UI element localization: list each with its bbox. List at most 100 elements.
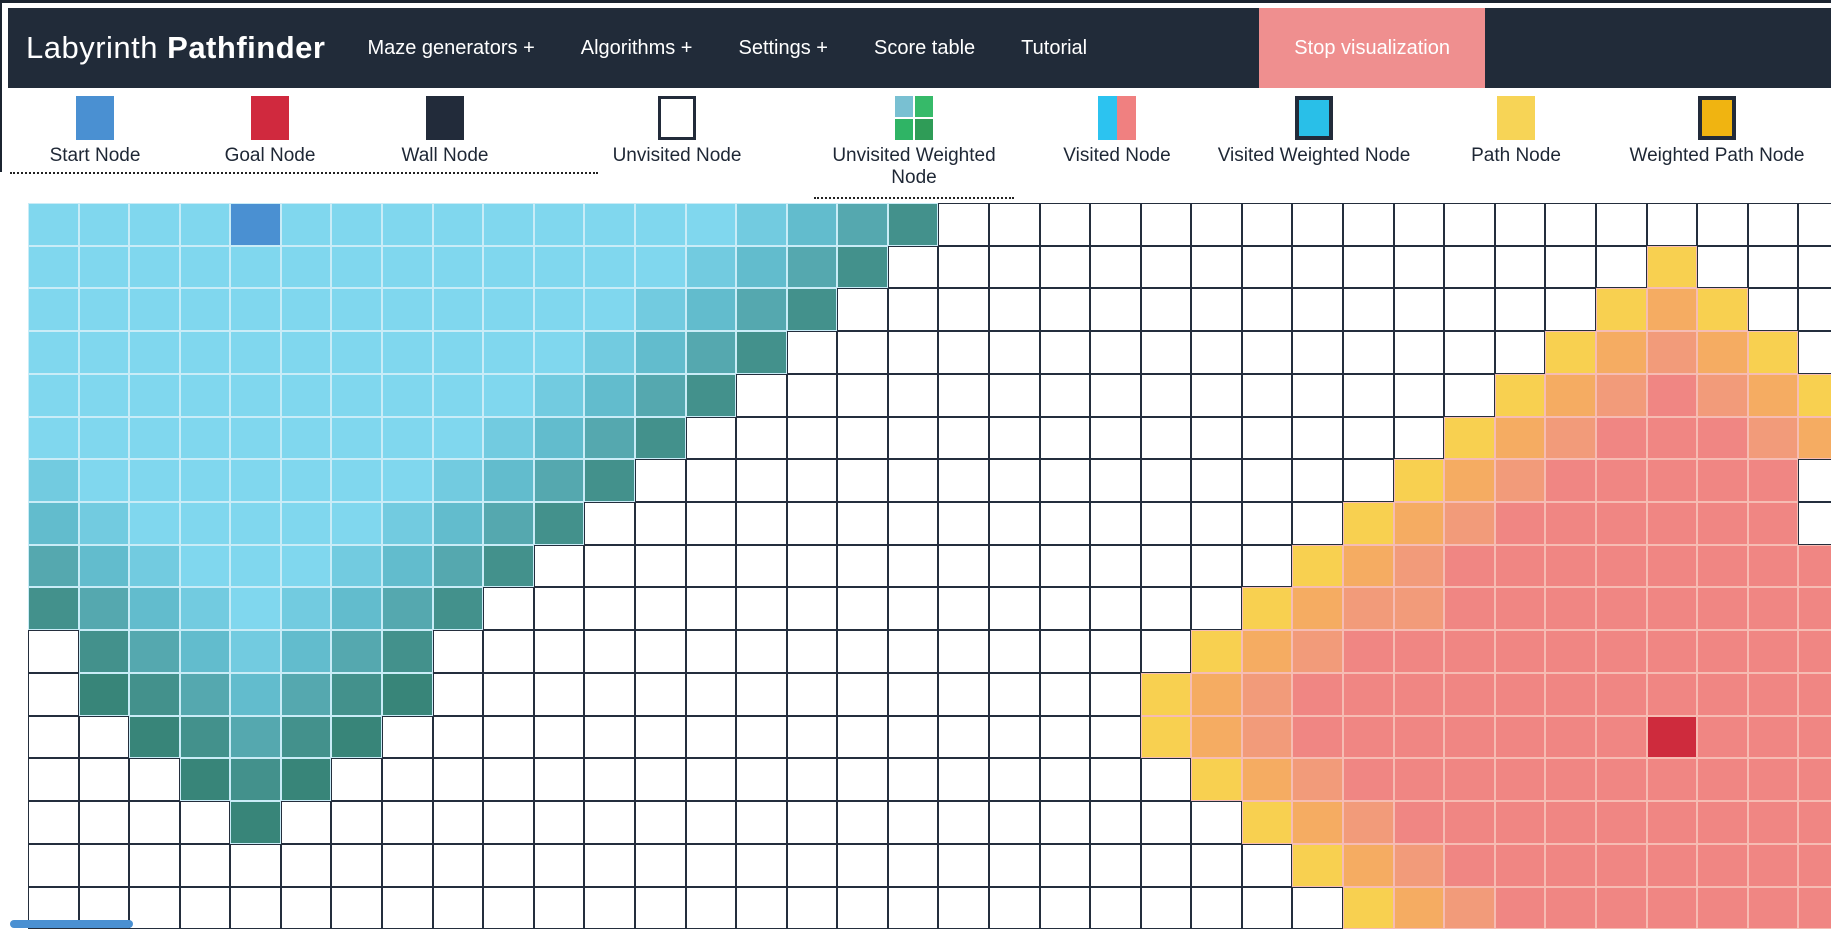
grid-cell[interactable] bbox=[938, 459, 989, 503]
visited-node[interactable] bbox=[1343, 758, 1394, 802]
visited-node[interactable] bbox=[1292, 758, 1344, 802]
grid-cell[interactable] bbox=[736, 459, 787, 503]
grid-cell[interactable] bbox=[837, 715, 888, 759]
visited-node[interactable] bbox=[28, 288, 79, 332]
grid-cell[interactable] bbox=[1039, 587, 1091, 631]
visited-node[interactable] bbox=[685, 331, 737, 374]
visited-node[interactable] bbox=[533, 331, 585, 374]
visited-node[interactable] bbox=[1646, 502, 1698, 545]
visited-node-frontier[interactable] bbox=[129, 715, 180, 759]
grid-cell[interactable] bbox=[1039, 203, 1091, 246]
visited-node[interactable] bbox=[432, 331, 484, 374]
grid-cell[interactable] bbox=[1494, 331, 1546, 374]
visited-node-frontier[interactable] bbox=[1697, 288, 1748, 332]
visited-node[interactable] bbox=[331, 288, 383, 332]
grid-cell[interactable] bbox=[1241, 245, 1293, 289]
grid-cell[interactable] bbox=[988, 288, 1040, 332]
visited-node[interactable] bbox=[533, 373, 585, 417]
visited-node[interactable] bbox=[533, 288, 585, 332]
visited-node[interactable] bbox=[179, 544, 231, 588]
visited-node[interactable] bbox=[1646, 587, 1698, 631]
grid-cell[interactable] bbox=[1039, 672, 1091, 716]
grid-cell[interactable] bbox=[1191, 245, 1242, 289]
visited-node[interactable] bbox=[634, 245, 686, 289]
visited-node[interactable] bbox=[1545, 459, 1596, 503]
grid-cell[interactable] bbox=[988, 587, 1040, 631]
grid-cell[interactable] bbox=[1241, 288, 1293, 332]
grid-cell[interactable] bbox=[837, 373, 888, 417]
visited-node[interactable] bbox=[1747, 544, 1799, 588]
grid-cell[interactable] bbox=[887, 672, 939, 716]
grid-cell[interactable] bbox=[685, 886, 737, 929]
grid-cell[interactable] bbox=[1343, 245, 1394, 289]
visited-node[interactable] bbox=[179, 288, 231, 332]
visited-node[interactable] bbox=[230, 715, 281, 759]
grid-cell[interactable] bbox=[382, 843, 433, 887]
visited-node[interactable] bbox=[584, 416, 635, 460]
grid-cell[interactable] bbox=[584, 502, 635, 545]
visited-node[interactable] bbox=[1241, 758, 1293, 802]
visited-node-frontier[interactable] bbox=[331, 715, 383, 759]
visited-node[interactable] bbox=[1191, 715, 1242, 759]
grid-cell[interactable] bbox=[432, 758, 484, 802]
grid-cell[interactable] bbox=[584, 587, 635, 631]
grid-cell[interactable] bbox=[786, 587, 838, 631]
grid-cell[interactable] bbox=[1393, 416, 1445, 460]
visited-node[interactable] bbox=[1646, 373, 1698, 417]
grid-cell[interactable] bbox=[179, 843, 231, 887]
visited-node[interactable] bbox=[1393, 715, 1445, 759]
grid-cell[interactable] bbox=[432, 630, 484, 673]
visited-node[interactable] bbox=[432, 245, 484, 289]
visited-node[interactable] bbox=[382, 331, 433, 374]
visited-node[interactable] bbox=[1646, 886, 1698, 929]
visited-node[interactable] bbox=[1798, 715, 1831, 759]
grid-cell[interactable] bbox=[988, 715, 1040, 759]
grid-cell[interactable] bbox=[1241, 502, 1293, 545]
visited-node[interactable] bbox=[331, 331, 383, 374]
visited-node[interactable] bbox=[382, 544, 433, 588]
grid-cell[interactable] bbox=[1191, 288, 1242, 332]
grid-cell[interactable] bbox=[1798, 502, 1831, 545]
grid-cell[interactable] bbox=[837, 843, 888, 887]
grid-cell[interactable] bbox=[786, 801, 838, 844]
grid-cell[interactable] bbox=[1039, 715, 1091, 759]
visited-node[interactable] bbox=[1292, 587, 1344, 631]
visited-node[interactable] bbox=[483, 203, 534, 246]
grid-cell[interactable] bbox=[1292, 245, 1344, 289]
visited-node-frontier[interactable] bbox=[1444, 416, 1495, 460]
grid-cell[interactable] bbox=[736, 672, 787, 716]
visited-node[interactable] bbox=[1747, 502, 1799, 545]
visited-node[interactable] bbox=[1343, 544, 1394, 588]
visited-node-frontier[interactable] bbox=[736, 331, 787, 374]
visited-node[interactable] bbox=[129, 288, 180, 332]
grid-cell[interactable] bbox=[1241, 843, 1293, 887]
visited-node[interactable] bbox=[382, 245, 433, 289]
grid-cell[interactable] bbox=[634, 886, 686, 929]
visited-node[interactable] bbox=[1798, 843, 1831, 887]
grid-cell[interactable] bbox=[1039, 459, 1091, 503]
visited-node[interactable] bbox=[432, 288, 484, 332]
visited-node[interactable] bbox=[533, 203, 585, 246]
grid-cell[interactable] bbox=[1292, 416, 1344, 460]
visited-node[interactable] bbox=[78, 331, 130, 374]
grid-cell[interactable] bbox=[1444, 245, 1495, 289]
grid-cell[interactable] bbox=[1292, 886, 1344, 929]
visited-node[interactable] bbox=[1595, 886, 1647, 929]
visited-node-frontier[interactable] bbox=[280, 715, 332, 759]
grid-cell[interactable] bbox=[988, 886, 1040, 929]
visited-node[interactable] bbox=[736, 203, 787, 246]
visited-node[interactable] bbox=[1747, 715, 1799, 759]
grid-cell[interactable] bbox=[483, 630, 534, 673]
visited-node[interactable] bbox=[1595, 373, 1647, 417]
nav-link-score-table[interactable]: Score table bbox=[874, 36, 976, 59]
grid-cell[interactable] bbox=[1191, 544, 1242, 588]
visited-node[interactable] bbox=[382, 587, 433, 631]
grid-cell[interactable] bbox=[1039, 801, 1091, 844]
grid-cell[interactable] bbox=[1191, 587, 1242, 631]
visited-node[interactable] bbox=[331, 587, 383, 631]
grid-cell[interactable] bbox=[1140, 331, 1192, 374]
grid-cell[interactable] bbox=[685, 587, 737, 631]
grid-cell[interactable] bbox=[1039, 502, 1091, 545]
grid-cell[interactable] bbox=[1393, 288, 1445, 332]
grid-cell[interactable] bbox=[786, 416, 838, 460]
